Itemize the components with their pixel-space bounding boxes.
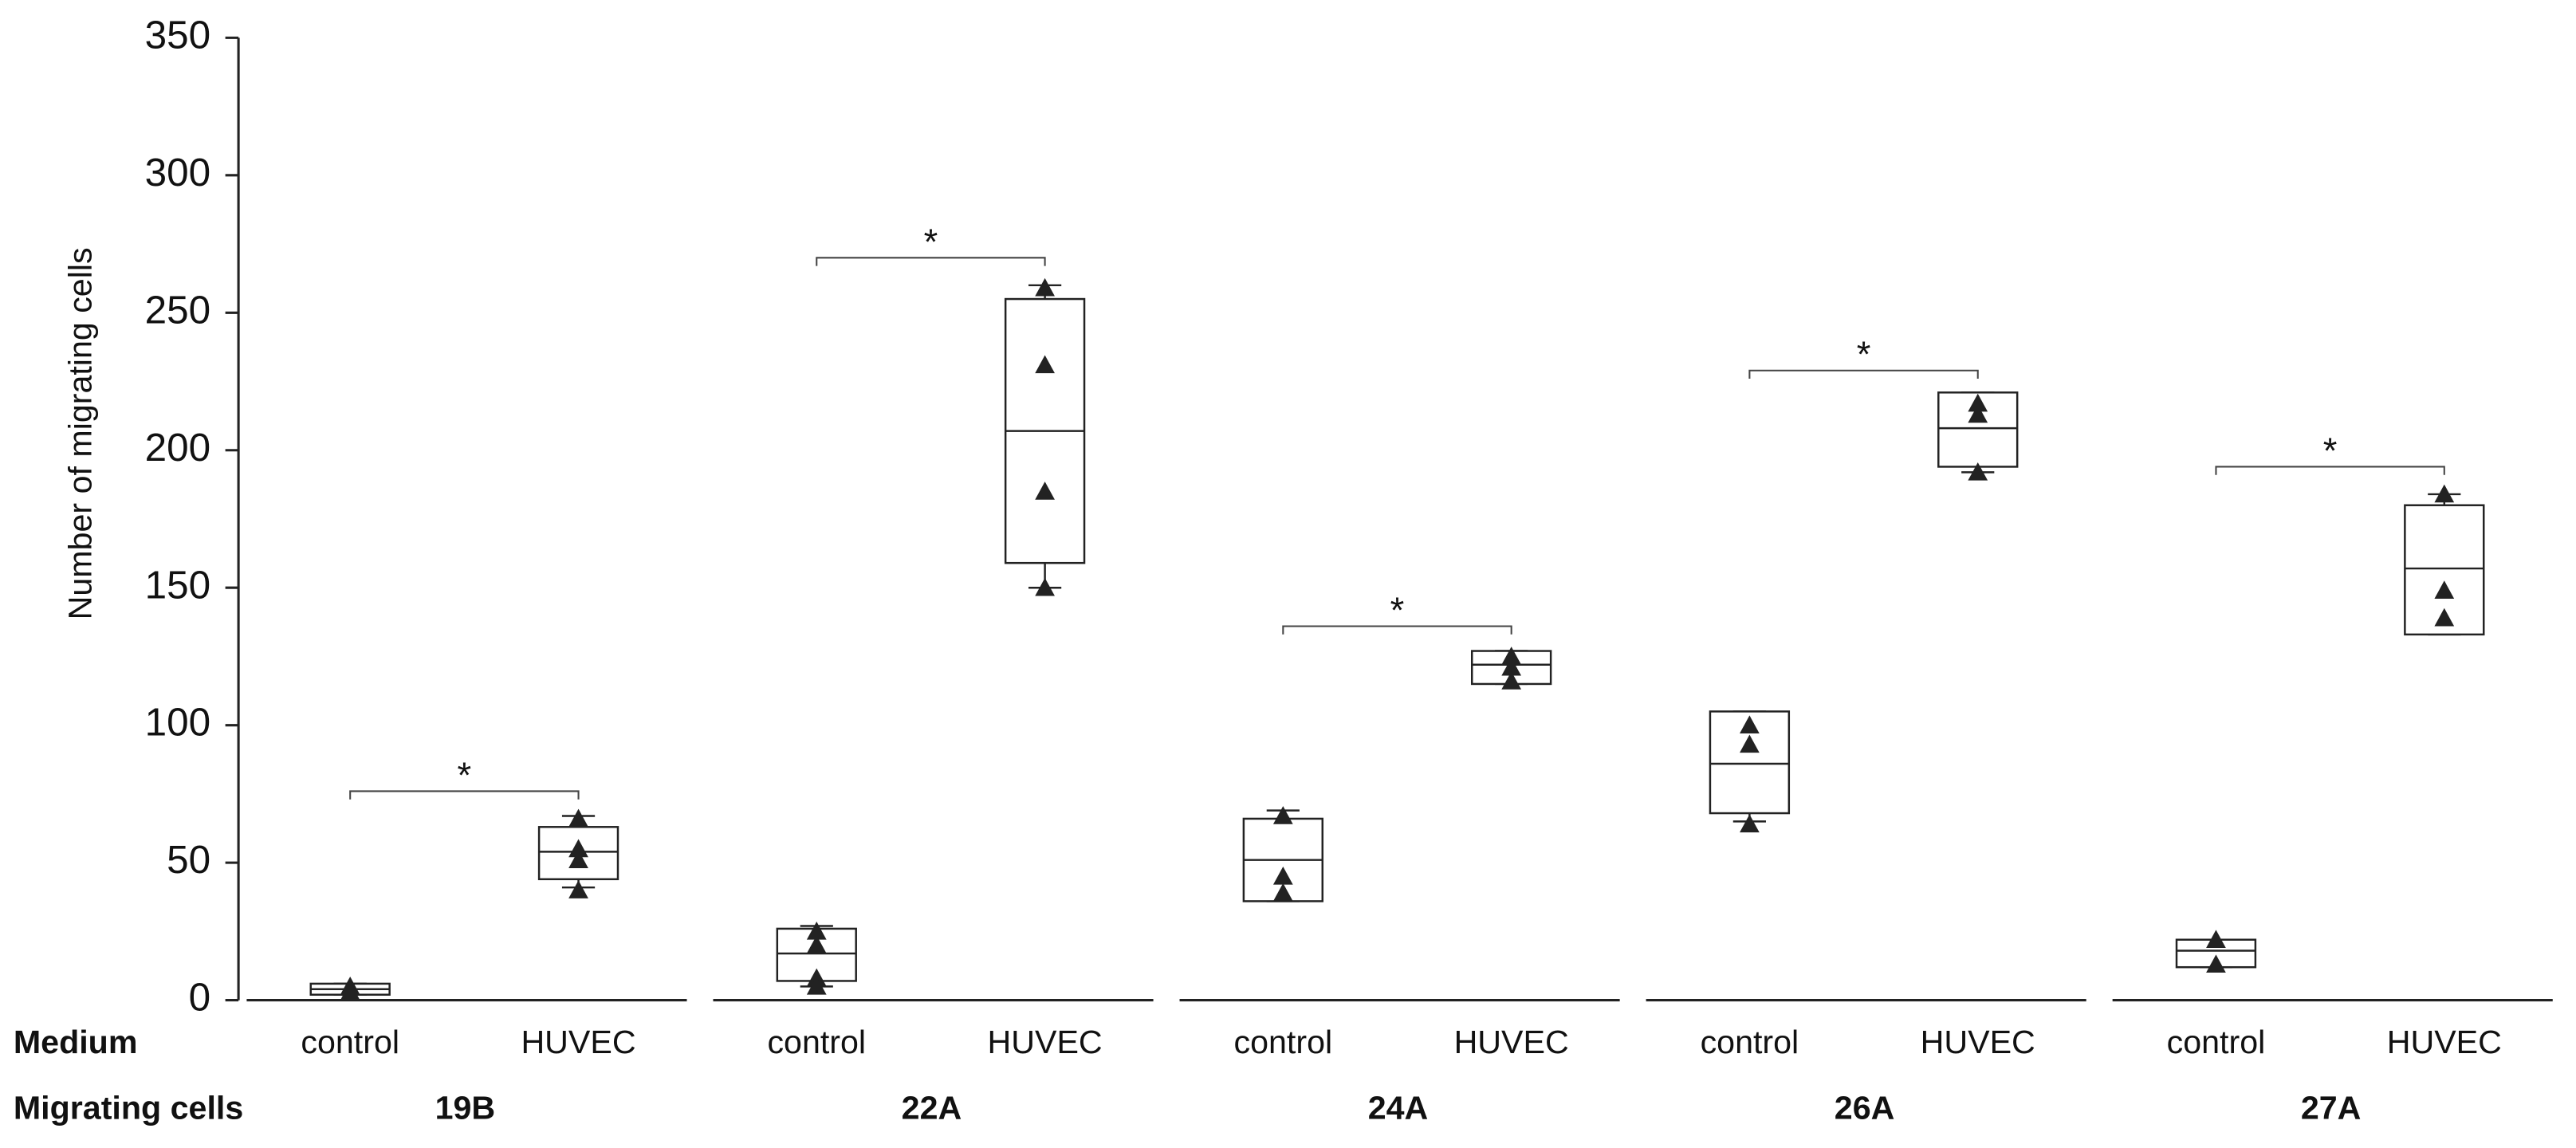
y-tick-label: 250 [145, 288, 210, 332]
data-point [806, 935, 827, 953]
x-tick-label: HUVEC [1454, 1024, 1569, 1060]
significance-bracket [349, 790, 580, 800]
data-point [1501, 657, 1522, 676]
x-tick-label: HUVEC [2387, 1024, 2502, 1060]
data-point [806, 976, 827, 995]
significance-label: * [2323, 431, 2338, 471]
data-point [1968, 462, 1988, 481]
data-point [568, 839, 588, 858]
significance-bracket [1282, 625, 1512, 635]
significance-label: * [1857, 334, 1871, 375]
data-point [1968, 404, 1988, 423]
data-point [568, 808, 588, 828]
data-point [1035, 577, 1055, 596]
x-tick-label: control [1234, 1024, 1333, 1060]
data-point [2434, 484, 2455, 503]
group-label: 24A [1368, 1090, 1429, 1126]
data-point [1035, 482, 1055, 500]
significance-bracket [2215, 466, 2445, 475]
data-point [1272, 883, 1293, 902]
x-tick-label: control [767, 1024, 866, 1060]
x-tick-label: control [1701, 1024, 1799, 1060]
data-point [1740, 734, 1760, 753]
data-point [1968, 393, 1988, 412]
x-tick-label: control [2167, 1024, 2266, 1060]
significance-label: * [924, 222, 938, 262]
y-tick-label: 350 [145, 13, 210, 57]
group-label: 22A [902, 1090, 962, 1126]
significance-label: * [1390, 590, 1405, 631]
y-axis-label: Number of migrating cells [61, 247, 98, 619]
data-point [1740, 814, 1760, 833]
data-point [2434, 580, 2455, 599]
data-point [2206, 954, 2226, 973]
row-label: Migrating cells [14, 1090, 243, 1126]
group-label: 26A [1835, 1090, 1895, 1126]
x-tick-label: HUVEC [521, 1024, 635, 1060]
data-point [1501, 671, 1522, 690]
y-tick-label: 300 [145, 151, 210, 195]
significance-bracket [1748, 369, 1979, 379]
x-tick-label: control [301, 1024, 399, 1060]
significance-label: * [458, 755, 472, 796]
data-point [1501, 647, 1522, 665]
group-label: 19B [435, 1090, 496, 1126]
y-tick-label: 50 [167, 838, 210, 882]
data-point [1740, 715, 1760, 733]
significance-bracket [816, 257, 1046, 266]
data-point [568, 850, 588, 868]
y-tick-label: 0 [189, 976, 211, 1020]
data-point [2434, 607, 2455, 627]
data-point [1272, 867, 1293, 885]
data-point [1035, 355, 1055, 374]
group-label: 27A [2301, 1090, 2362, 1126]
x-tick-label: HUVEC [988, 1024, 1103, 1060]
x-tick-label: HUVEC [1921, 1024, 2035, 1060]
data-point [2206, 930, 2226, 949]
y-tick-label: 100 [145, 701, 210, 745]
y-tick-label: 150 [145, 563, 210, 607]
data-point [340, 981, 360, 1001]
y-tick-label: 200 [145, 426, 210, 470]
data-point [1035, 277, 1055, 297]
data-point [568, 880, 588, 898]
data-point [1272, 806, 1293, 824]
data-point [806, 922, 827, 940]
row-label: Medium [14, 1024, 138, 1060]
